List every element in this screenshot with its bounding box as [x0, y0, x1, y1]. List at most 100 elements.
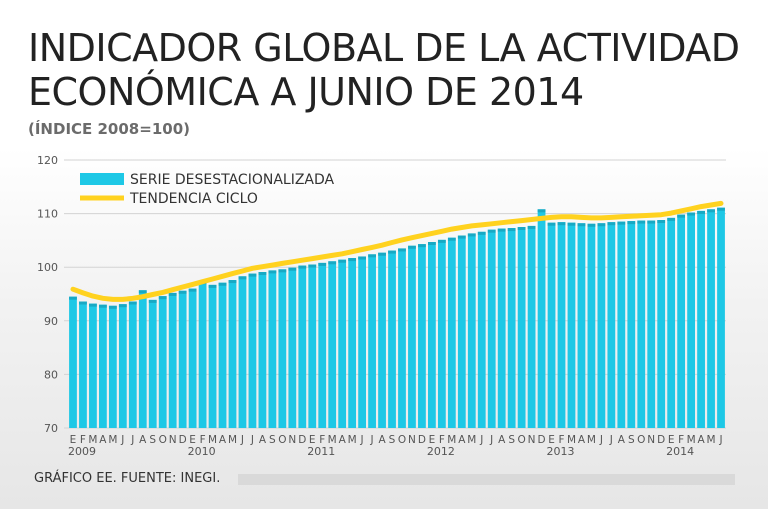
- bar-cap: [517, 227, 526, 230]
- trend-line: [70, 200, 724, 302]
- bar: [298, 265, 307, 428]
- bar: [308, 264, 317, 428]
- bar-cap: [328, 261, 337, 265]
- bar-cap: [178, 290, 187, 294]
- source-note: GRÁFICO EE. FUENTE: INEGI.: [34, 471, 221, 486]
- x-tick-month: D: [538, 434, 546, 446]
- bar: [208, 284, 217, 428]
- x-tick-month: O: [517, 434, 525, 446]
- bar-cap: [537, 209, 546, 213]
- bar-cap: [408, 245, 416, 249]
- bar: [338, 259, 347, 428]
- bar-cap: [388, 250, 396, 254]
- x-tick-month: N: [528, 434, 536, 446]
- bar: [587, 223, 596, 428]
- bar-cap: [268, 270, 277, 274]
- bar-cap: [637, 220, 646, 224]
- x-tick-month: N: [169, 434, 177, 446]
- x-tick-month: J: [479, 434, 483, 446]
- bar: [178, 290, 187, 428]
- bar-cap: [358, 256, 366, 260]
- bar: [657, 220, 666, 428]
- bar: [89, 303, 97, 428]
- x-tick-month: A: [618, 434, 626, 446]
- bar: [128, 301, 137, 428]
- bar-cap: [467, 233, 476, 237]
- bar: [228, 280, 237, 428]
- x-tick-month: J: [360, 434, 364, 446]
- x-tick-month: M: [88, 434, 97, 446]
- bar-cap: [168, 292, 177, 296]
- x-tick-month: A: [578, 434, 586, 446]
- bar: [238, 276, 247, 428]
- x-tick-month: D: [298, 434, 306, 446]
- bar: [99, 304, 107, 428]
- bar-cap: [108, 305, 117, 309]
- x-tick-month: S: [389, 434, 396, 446]
- x-tick-year: 2011: [307, 445, 335, 458]
- bar: [707, 209, 715, 428]
- x-tick-month: F: [319, 434, 325, 446]
- x-tick-year: 2012: [427, 445, 455, 458]
- bar-cap: [238, 276, 247, 280]
- bar: [677, 214, 686, 428]
- bar: [408, 245, 416, 428]
- bar-cap: [457, 235, 466, 239]
- bar-cap: [667, 217, 676, 221]
- legend: SERIE DESESTACIONALIZADA TENDENCIA CICLO: [80, 172, 335, 207]
- bar: [567, 222, 576, 428]
- bar-cap: [338, 259, 347, 263]
- bar-cap: [228, 280, 237, 284]
- bar: [697, 210, 705, 428]
- bar: [577, 223, 586, 428]
- bar-cap: [148, 299, 157, 303]
- bar-cap: [707, 209, 715, 213]
- x-tick-month: M: [447, 434, 456, 446]
- x-tick-month: M: [348, 434, 357, 446]
- bar-cap: [348, 258, 357, 262]
- x-tick-year: 2009: [68, 445, 96, 458]
- bar: [79, 301, 87, 428]
- x-tick-month: O: [398, 434, 406, 446]
- bar: [188, 288, 197, 428]
- bar-cap: [418, 244, 426, 248]
- bar-cap: [627, 221, 636, 225]
- bar: [358, 256, 366, 428]
- bar-cap: [378, 252, 386, 256]
- bar-cap: [308, 264, 317, 268]
- x-tick-year: 2013: [547, 445, 575, 458]
- bar-cap: [298, 265, 307, 269]
- bar: [607, 222, 616, 428]
- x-tick-month: M: [108, 434, 117, 446]
- x-tick-month: S: [269, 434, 276, 446]
- x-tick-month: O: [159, 434, 167, 446]
- bar: [717, 207, 725, 428]
- bar: [288, 267, 297, 428]
- bar-cap: [657, 220, 666, 224]
- bar-cap: [118, 304, 127, 308]
- x-tick-month: M: [467, 434, 476, 446]
- bar-cap: [258, 272, 267, 276]
- bar: [418, 244, 426, 428]
- x-tick-year: 2010: [188, 445, 216, 458]
- x-tick-month: M: [328, 434, 337, 446]
- bar-cap: [677, 214, 686, 218]
- bar: [428, 242, 436, 428]
- bar-cap: [318, 262, 327, 266]
- bar: [437, 239, 446, 428]
- x-tick-month: A: [139, 434, 147, 446]
- x-tick-month: E: [70, 434, 77, 446]
- bar: [348, 258, 357, 428]
- bar: [527, 225, 536, 428]
- x-tick-month: A: [378, 434, 386, 446]
- x-tick-month: N: [288, 434, 296, 446]
- y-tick-label: 70: [44, 422, 58, 435]
- x-tick-month: N: [408, 434, 416, 446]
- x-tick-month: A: [219, 434, 227, 446]
- y-tick-label: 80: [44, 368, 58, 381]
- bar-cap: [687, 212, 695, 216]
- bar: [447, 237, 456, 428]
- bar: [627, 221, 636, 428]
- bar-cap: [69, 296, 77, 300]
- bar-cap: [567, 222, 576, 226]
